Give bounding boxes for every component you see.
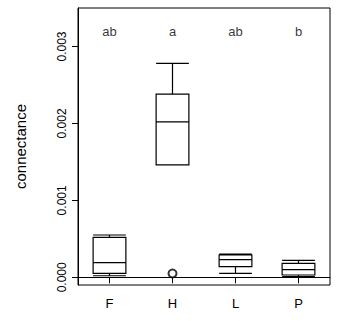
svg-text:ab: ab bbox=[228, 24, 242, 39]
svg-text:H: H bbox=[168, 296, 177, 311]
svg-text:L: L bbox=[232, 296, 239, 311]
svg-text:ab: ab bbox=[102, 24, 116, 39]
svg-text:a: a bbox=[169, 24, 177, 39]
svg-text:0.003: 0.003 bbox=[55, 31, 69, 61]
svg-text:F: F bbox=[106, 296, 114, 311]
svg-text:connectance: connectance bbox=[12, 104, 29, 189]
svg-text:0.001: 0.001 bbox=[55, 185, 69, 215]
svg-text:0.000: 0.000 bbox=[55, 262, 69, 292]
svg-text:0.002: 0.002 bbox=[55, 108, 69, 138]
svg-text:b: b bbox=[295, 24, 302, 39]
svg-text:P: P bbox=[294, 296, 303, 311]
